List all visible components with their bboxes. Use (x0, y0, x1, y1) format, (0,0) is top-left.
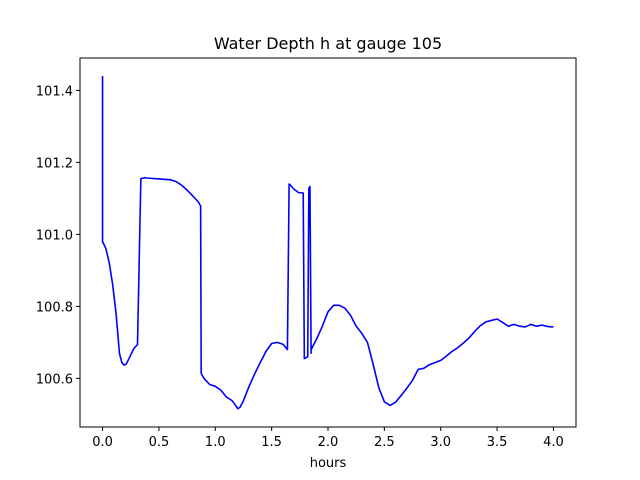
y-tick-label: 100.8 (36, 300, 73, 315)
x-tick-label: 4.0 (543, 435, 564, 450)
x-tick-label: 2.5 (374, 435, 395, 450)
axis-ticks: 0.0 0.5 1.0 1.5 2.0 2.5 3.0 3.5 4.0 100.6 100.8 101… (36, 84, 564, 450)
x-tick-label: 3.5 (487, 435, 508, 450)
x-tick-label: 0.0 (92, 435, 113, 450)
x-axis-label: hours (310, 456, 347, 471)
y-tick-label: 101.4 (36, 84, 73, 99)
series-layer (101, 76, 554, 410)
x-tick-label: 1.5 (261, 435, 282, 450)
y-tick-label: 100.6 (36, 372, 73, 387)
x-tick-label: 2.0 (318, 435, 339, 450)
x-tick-label: 1.0 (205, 435, 226, 450)
plot-frame (79, 57, 577, 428)
x-tick-label: 3.0 (430, 435, 451, 450)
series-line (101, 76, 554, 410)
x-tick-label: 0.5 (149, 435, 170, 450)
y-tick-label: 101.0 (36, 228, 73, 243)
chart-title: Water Depth h at gauge 105 (214, 34, 442, 53)
y-tick-label: 101.2 (36, 156, 73, 171)
